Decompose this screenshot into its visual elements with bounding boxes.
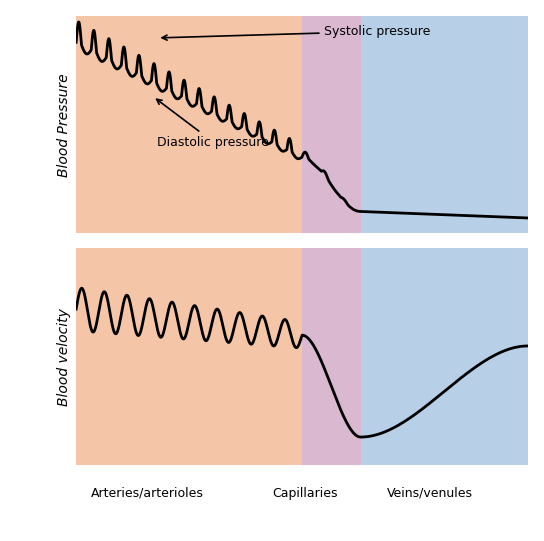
Text: Systolic pressure: Systolic pressure	[162, 25, 431, 40]
Bar	[361, 248, 528, 465]
Bar	[302, 248, 361, 465]
Text: Arteries/arterioles: Arteries/arterioles	[90, 487, 203, 500]
Y-axis label: Blood velocity: Blood velocity	[57, 308, 71, 406]
Bar	[76, 16, 302, 233]
Y-axis label: Blood Pressure: Blood Pressure	[57, 73, 71, 176]
Text: Diastolic pressure: Diastolic pressure	[157, 100, 269, 149]
Bar	[361, 16, 528, 233]
Bar	[76, 248, 302, 465]
Text: Veins/venules: Veins/venules	[387, 487, 473, 500]
Bar	[302, 16, 361, 233]
Text: Capillaries: Capillaries	[272, 487, 337, 500]
